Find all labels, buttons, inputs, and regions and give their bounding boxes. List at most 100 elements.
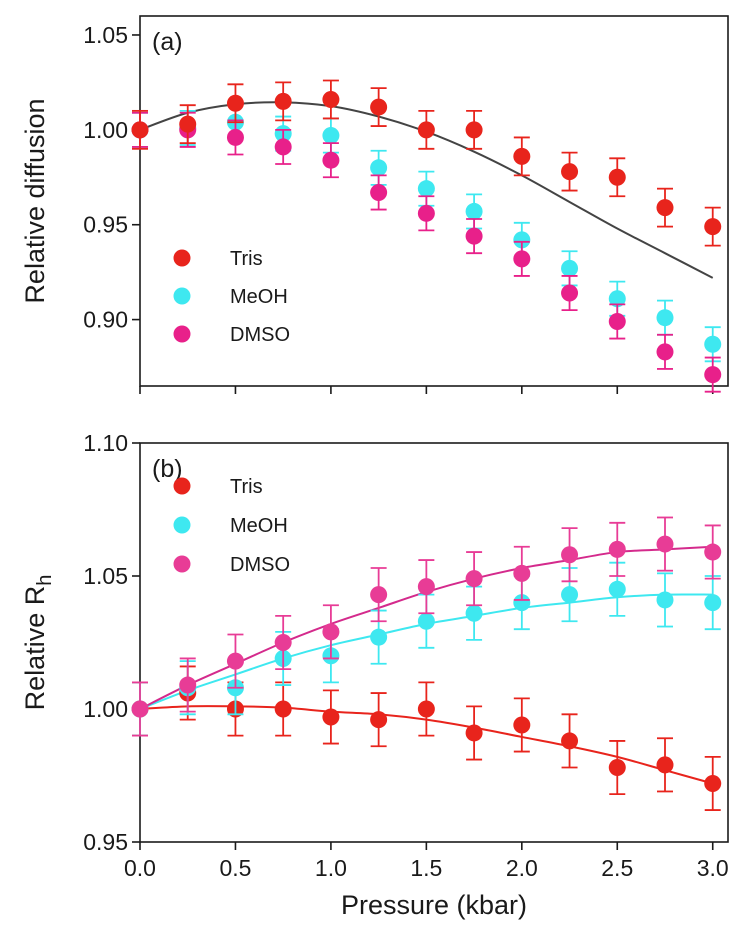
legend-label: Tris	[230, 248, 263, 270]
data-point	[561, 546, 579, 564]
data-point	[370, 628, 388, 646]
legend-marker	[173, 249, 191, 267]
legend: Tris MeOH DMSO	[173, 248, 290, 346]
data-point	[370, 711, 388, 729]
data-point	[704, 594, 722, 612]
data-point	[322, 708, 340, 726]
x-tick-label: 2.0	[506, 855, 538, 881]
data-point	[656, 309, 674, 327]
legend-marker	[173, 516, 191, 534]
data-point	[465, 202, 483, 220]
panel-label: (a)	[152, 28, 183, 56]
data-point	[656, 535, 674, 553]
panel-b: 0.95 1.00 1.05 1.10 0.0 0.5 1.0 1.5 2.0 2.5 3.0 (b)…	[20, 430, 729, 920]
data-point	[370, 183, 388, 201]
data-point	[274, 138, 292, 156]
legend-label: DMSO	[230, 554, 290, 576]
legend-label: DMSO	[230, 324, 290, 346]
panel-a: 0.90 0.95 1.00 1.05 (a) Tris MeOH DMSO Relative …	[20, 15, 729, 394]
data-point	[704, 366, 722, 384]
legend-marker	[173, 477, 191, 495]
y-axis-label-main: Relative R	[20, 586, 50, 711]
legend-marker	[173, 287, 191, 305]
y-tick-label: 0.95	[83, 829, 128, 855]
y-tick-label: 1.05	[83, 563, 128, 589]
data-point	[704, 774, 722, 792]
panel-label: (b)	[152, 455, 183, 483]
data-point	[561, 163, 579, 181]
y-tick-label: 1.10	[83, 430, 128, 456]
data-point	[608, 540, 626, 558]
data-point	[417, 204, 435, 222]
data-point	[608, 290, 626, 308]
legend: Tris MeOH DMSO	[173, 476, 290, 576]
y-tick-label: 0.95	[83, 212, 128, 238]
x-tick-label: 0.5	[219, 855, 251, 881]
data-point	[513, 716, 531, 734]
x-tick-label: 1.5	[410, 855, 442, 881]
data-point	[513, 147, 531, 165]
y-tick-label: 0.90	[83, 307, 128, 333]
x-tick-label: 3.0	[697, 855, 729, 881]
x-axis-label: Pressure (kbar)	[341, 890, 527, 920]
legend-marker	[173, 555, 191, 573]
data-point	[226, 652, 244, 670]
series-dmso	[131, 111, 722, 393]
data-point	[179, 676, 197, 694]
data-point	[608, 312, 626, 330]
data-point	[131, 700, 149, 718]
data-point	[417, 121, 435, 139]
data-point	[370, 159, 388, 177]
data-point	[704, 335, 722, 353]
data-point	[513, 231, 531, 249]
data-point	[704, 218, 722, 236]
series-tris	[131, 79, 722, 247]
data-point	[417, 180, 435, 198]
data-point	[513, 250, 531, 268]
data-point	[608, 759, 626, 777]
y-axis-label: Relative Rh	[20, 575, 56, 711]
y-tick-label: 1.00	[83, 117, 128, 143]
data-point	[704, 543, 722, 561]
data-point	[274, 92, 292, 110]
series-dmso	[131, 516, 722, 737]
plot-frame	[139, 442, 729, 843]
data-point	[274, 634, 292, 651]
legend-label: MeOH	[230, 286, 288, 308]
y-axis-label-subscript: h	[34, 575, 56, 586]
data-point	[465, 604, 483, 622]
y-tick-label: 1.00	[83, 696, 128, 722]
series-tris	[131, 665, 722, 811]
data-point	[465, 227, 483, 245]
data-point	[465, 121, 483, 139]
data-point	[226, 128, 244, 146]
data-point	[131, 121, 149, 139]
data-point	[656, 199, 674, 217]
data-point	[513, 564, 531, 582]
data-point	[370, 586, 388, 604]
data-point	[322, 90, 340, 108]
data-point	[370, 98, 388, 116]
legend-label: MeOH	[230, 515, 288, 537]
x-tick-label: 0.0	[124, 855, 156, 881]
data-point	[656, 591, 674, 609]
data-point	[608, 168, 626, 186]
y-axis-label: Relative diffusion	[20, 98, 50, 303]
data-point	[561, 259, 579, 277]
data-point	[274, 700, 292, 718]
data-point	[513, 594, 531, 612]
data-point	[417, 612, 435, 630]
data-point	[322, 127, 340, 145]
data-point	[322, 623, 340, 641]
data-point	[226, 94, 244, 112]
x-tick-label: 1.0	[315, 855, 347, 881]
data-point	[322, 151, 340, 169]
legend-marker	[173, 325, 191, 343]
data-point	[465, 570, 483, 588]
data-point	[465, 724, 483, 742]
plot-frame	[139, 15, 729, 387]
data-point	[608, 580, 626, 598]
y-tick-label: 1.05	[83, 22, 128, 48]
data-point	[561, 284, 579, 302]
